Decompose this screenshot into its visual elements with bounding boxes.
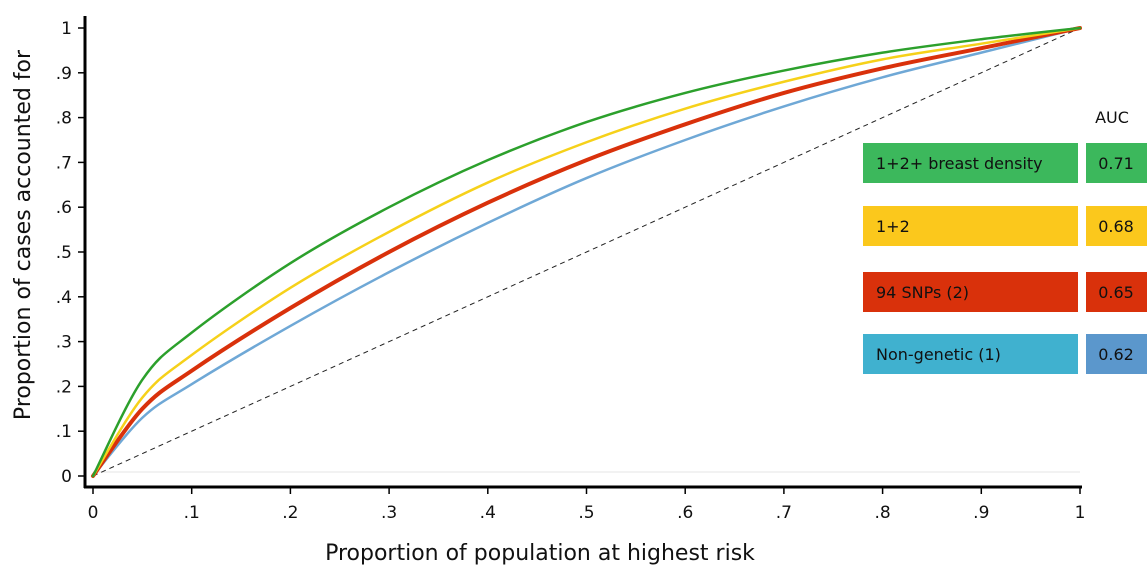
- x-tick-label: .2: [282, 503, 298, 523]
- x-tick-label: .1: [184, 503, 200, 523]
- y-axis-title: Proportion of cases accounted for: [11, 49, 36, 420]
- x-axis-title: Proportion of population at highest risk: [325, 541, 755, 566]
- x-tick-label: .7: [776, 503, 792, 523]
- y-tick-label: .6: [56, 198, 72, 218]
- x-tick-label: .4: [480, 503, 496, 523]
- legend-auc-box: [1086, 272, 1147, 312]
- series-line-1-2: [91, 26, 1082, 478]
- y-tick-label: .5: [56, 243, 72, 263]
- y-tick-label: .8: [56, 109, 72, 129]
- x-tick-label: .5: [578, 503, 594, 523]
- x-tick-label: .9: [973, 503, 989, 523]
- legend-label: 1+2: [876, 217, 910, 236]
- reference-line-layer: [92, 27, 1081, 477]
- x-tick-label: 1: [1075, 503, 1086, 523]
- y-tick-label: .9: [56, 64, 72, 84]
- x-tick-label: .3: [381, 503, 397, 523]
- x-axis-ticks: 0 .1 .2 .3 .4 .5 .6 .7 .8 .9 1: [88, 487, 1086, 523]
- legend-swatch: [863, 334, 1078, 374]
- series-line-non-genetic-1: [91, 26, 1082, 478]
- legend: AUC 1+2+ breast density 0.71 1+2 0.68 94 SNP…: [863, 108, 1147, 374]
- x-tick-label: .8: [874, 503, 890, 523]
- legend-auc-value: 0.68: [1098, 217, 1134, 236]
- x-tick-label: .6: [677, 503, 693, 523]
- axes: [83, 16, 1082, 489]
- series-line-94-snps-2: [91, 26, 1082, 478]
- legend-auc-value: 0.71: [1098, 154, 1134, 173]
- legend-swatch: [863, 272, 1078, 312]
- y-tick-label: .7: [56, 153, 72, 173]
- legend-auc-value: 0.62: [1098, 345, 1134, 364]
- y-axis-ticks: 0 .1 .2 .3 .4 .5 .6 .7 .8 .9 1: [56, 19, 85, 487]
- legend-header: AUC: [1095, 108, 1129, 127]
- legend-label: Non-genetic (1): [876, 345, 1001, 364]
- legend-auc-value: 0.65: [1098, 283, 1134, 302]
- legend-label: 94 SNPs (2): [876, 283, 969, 302]
- reference-line: [92, 27, 1081, 477]
- y-tick-label: .3: [56, 333, 72, 353]
- legend-auc-box: [1086, 206, 1147, 246]
- y-tick-label: 0: [61, 467, 72, 487]
- y-tick-label: 1: [61, 19, 72, 39]
- y-tick-label: .4: [56, 288, 72, 308]
- legend-auc-box: [1086, 334, 1147, 374]
- legend-auc-box: [1086, 143, 1147, 183]
- legend-swatch: [863, 143, 1078, 183]
- y-tick-label: .1: [56, 422, 72, 442]
- x-tick-label: 0: [88, 503, 99, 523]
- series-layer: [91, 26, 1082, 478]
- series-line-1-2-breast-density: [91, 26, 1082, 478]
- legend-label: 1+2+ breast density: [876, 154, 1043, 173]
- y-tick-label: .2: [56, 377, 72, 397]
- legend-swatch: [863, 206, 1078, 246]
